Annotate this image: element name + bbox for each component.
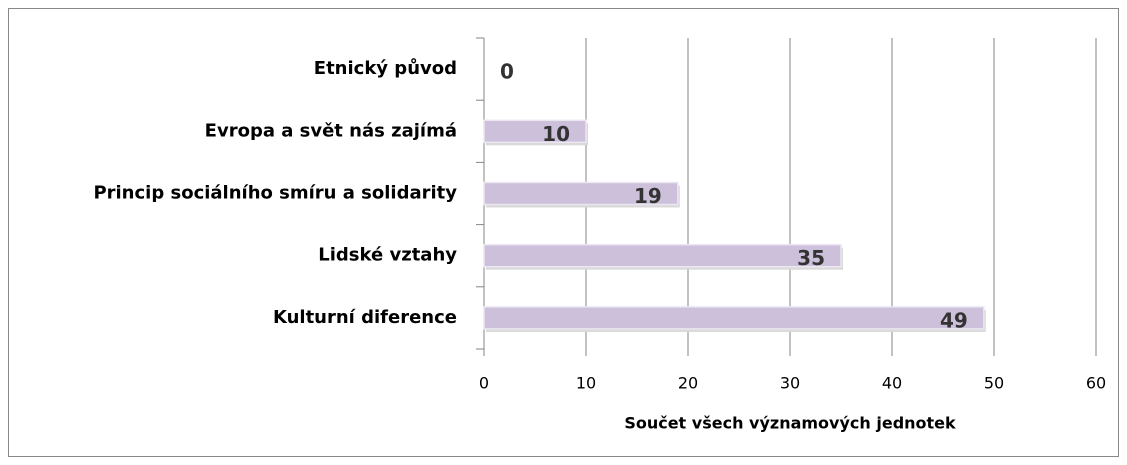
x-tick-label: 10 xyxy=(576,374,596,393)
category-label: Evropa a svět nás zajímá xyxy=(205,120,457,141)
value-label: 0 xyxy=(500,60,514,84)
category-label: Princip sociálního smíru a solidarity xyxy=(93,183,457,204)
x-tick-label: 60 xyxy=(1086,374,1106,393)
x-tick-label: 30 xyxy=(780,374,800,393)
x-tick-label: 0 xyxy=(479,374,489,393)
value-label: 49 xyxy=(940,308,968,332)
category-label: Lidské vztahy xyxy=(318,245,457,266)
x-tick-label: 20 xyxy=(678,374,698,393)
value-label: 19 xyxy=(634,184,662,208)
bar xyxy=(483,181,679,206)
value-label: 35 xyxy=(797,246,825,270)
x-tick-label: 50 xyxy=(984,374,1004,393)
x-axis-title: Součet všech významových jednotek xyxy=(624,414,956,433)
bar xyxy=(483,306,985,330)
bar xyxy=(483,243,842,268)
value-label: 10 xyxy=(542,122,570,146)
x-tick-label: 40 xyxy=(882,374,902,393)
bar xyxy=(483,119,587,144)
category-label: Kulturní diference xyxy=(273,307,457,328)
chart-border xyxy=(8,8,1119,457)
category-label: Etnický původ xyxy=(314,57,457,79)
